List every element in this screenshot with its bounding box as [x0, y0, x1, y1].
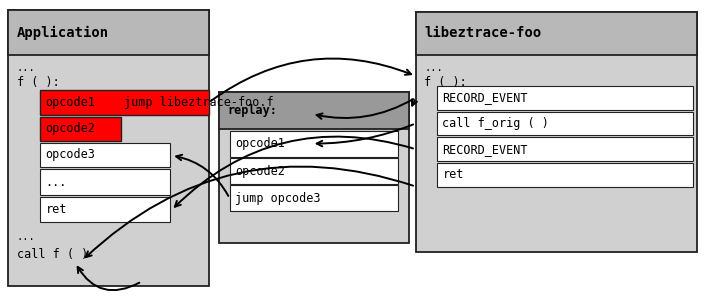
Text: ...: ... [17, 232, 35, 242]
Text: ret: ret [46, 203, 67, 216]
FancyBboxPatch shape [219, 92, 409, 243]
FancyBboxPatch shape [40, 143, 170, 167]
Text: call f_orig ( ): call f_orig ( ) [442, 117, 549, 130]
FancyBboxPatch shape [437, 112, 693, 135]
FancyBboxPatch shape [8, 10, 209, 286]
Text: ret: ret [442, 168, 464, 181]
Text: jump libeztrace-foo.f: jump libeztrace-foo.f [124, 96, 274, 109]
FancyBboxPatch shape [8, 10, 209, 55]
FancyBboxPatch shape [437, 163, 693, 187]
FancyBboxPatch shape [437, 137, 693, 161]
Text: opcode2: opcode2 [235, 165, 285, 178]
Text: opcode3: opcode3 [46, 149, 95, 161]
Text: ...: ... [46, 176, 67, 189]
Text: RECORD_EVENT: RECORD_EVENT [442, 143, 528, 156]
Text: Application: Application [17, 25, 109, 39]
Text: RECORD_EVENT: RECORD_EVENT [442, 91, 528, 104]
FancyBboxPatch shape [230, 131, 398, 157]
FancyBboxPatch shape [40, 90, 209, 115]
FancyBboxPatch shape [416, 12, 697, 252]
FancyBboxPatch shape [219, 92, 409, 129]
FancyBboxPatch shape [40, 197, 170, 222]
FancyBboxPatch shape [40, 169, 170, 196]
Text: call f ( ): call f ( ) [17, 248, 88, 261]
Text: opcode1: opcode1 [46, 96, 95, 109]
Text: libeztrace-foo: libeztrace-foo [424, 26, 541, 40]
FancyBboxPatch shape [416, 12, 697, 55]
Text: ...: ... [424, 63, 443, 73]
Text: replay:: replay: [228, 104, 277, 117]
Text: ...: ... [17, 63, 35, 73]
FancyBboxPatch shape [230, 158, 398, 184]
Text: f ( ):: f ( ): [424, 76, 467, 89]
FancyBboxPatch shape [40, 117, 121, 141]
FancyBboxPatch shape [437, 86, 693, 109]
FancyBboxPatch shape [230, 185, 398, 211]
Text: opcode2: opcode2 [46, 122, 95, 135]
Text: opcode1: opcode1 [235, 137, 285, 150]
Text: jump opcode3: jump opcode3 [235, 192, 321, 205]
Text: f ( ):: f ( ): [17, 76, 60, 89]
